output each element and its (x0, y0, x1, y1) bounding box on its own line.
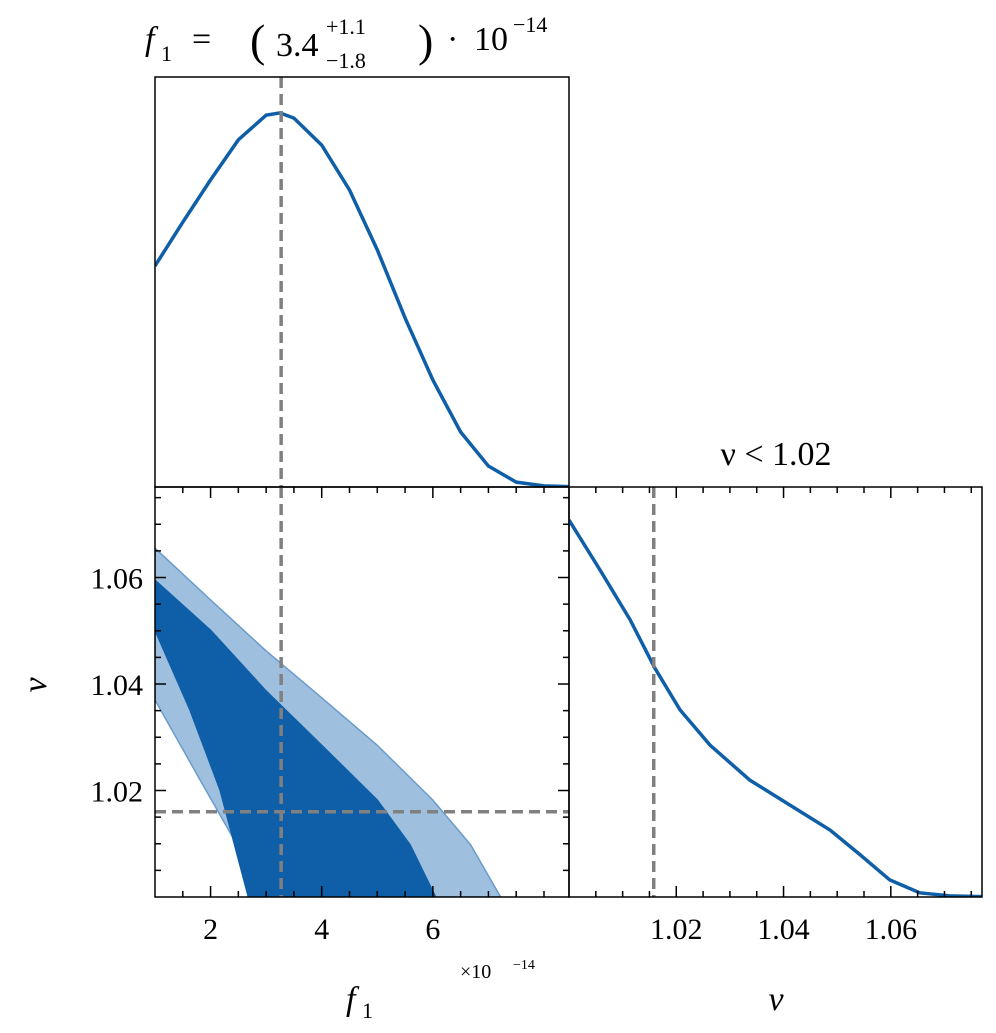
title-part: ) (418, 15, 433, 66)
title-part: 1 (161, 41, 172, 66)
offset-label: ×10 −14 (460, 958, 535, 983)
panel (155, 487, 569, 897)
panel (155, 77, 569, 487)
y-axis-label: ν (17, 677, 54, 693)
x-tick-label: 4 (314, 913, 329, 946)
y-tick-label: 1.04 (91, 669, 144, 702)
x-tick-label: 1.04 (757, 913, 810, 946)
title-part: −1.8 (326, 48, 366, 73)
y-tick-label: 1.02 (91, 776, 144, 809)
panel (569, 487, 982, 897)
title-part: · (447, 21, 458, 58)
nu-title: ν < 1.02 (720, 436, 831, 473)
offset-part: ×10 (460, 961, 491, 983)
credible-region (155, 579, 437, 897)
frame (568, 486, 983, 898)
offset-part: −14 (513, 958, 535, 973)
title-part: = (192, 21, 211, 58)
density-curve (155, 111, 569, 487)
x-tick-label: 6 (425, 913, 440, 946)
title-part: −14 (513, 12, 547, 37)
x-axis-label: ν (768, 981, 784, 1018)
title-part: f (145, 21, 159, 58)
density-curve (569, 519, 982, 897)
title-part: ( (250, 15, 265, 66)
x-tick-label: 1.02 (650, 913, 703, 946)
y-tick-label: 1.06 (91, 563, 144, 596)
axis-label-part: f (346, 981, 360, 1018)
frame (154, 76, 570, 488)
f1-axis-label: f 1 (346, 981, 373, 1023)
x-tick-label: 1.06 (865, 913, 918, 946)
title-part: +1.1 (326, 14, 366, 39)
axis-label-part: 1 (362, 998, 373, 1023)
f1-title: f 1 = ( 3.4 +1.1 −1.8 ) · 10 −14 (145, 12, 547, 73)
x-tick-label: 2 (203, 913, 218, 946)
title-part: 10 (474, 21, 508, 58)
title-part: 3.4 (276, 27, 319, 64)
